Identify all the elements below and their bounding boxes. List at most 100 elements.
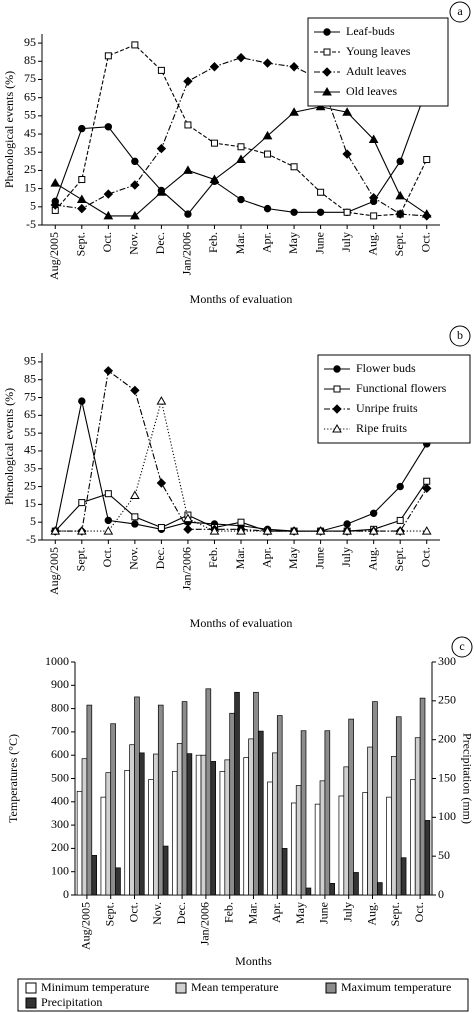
legend-swatch	[325, 982, 337, 994]
legend-label: Ripe fruits	[356, 421, 407, 435]
x-tick-label: May	[286, 232, 300, 254]
y-tick-label: 45	[24, 126, 36, 140]
x-tick-label: Oct.	[418, 547, 432, 567]
y-tick-label: 75	[24, 389, 36, 403]
marker	[396, 157, 404, 166]
x-tick-label: Aug.	[364, 902, 378, 926]
x-tick-label: Sept.	[74, 547, 88, 571]
legend-swatch	[25, 997, 37, 1009]
x-tick-label: Feb.	[206, 547, 220, 568]
bar	[414, 737, 421, 896]
x-tick-label: Apr.	[259, 547, 273, 568]
series-line	[54, 44, 428, 217]
marker	[333, 385, 341, 393]
x-tick-label: Mar.	[233, 547, 247, 569]
bar	[76, 790, 83, 896]
bar	[148, 779, 154, 896]
bar	[139, 752, 145, 896]
marker	[396, 482, 404, 491]
bar	[205, 688, 212, 896]
marker	[156, 396, 167, 405]
marker	[332, 404, 342, 414]
bar	[91, 855, 98, 896]
x-tick-label: June	[317, 902, 331, 924]
bar	[400, 857, 407, 896]
y-tick-label: 45	[24, 443, 36, 457]
y-tick-label: 95	[24, 354, 36, 368]
bar	[176, 743, 183, 896]
x-tick-label: Feb.	[221, 902, 235, 923]
x-tick-label: Dec.	[153, 547, 167, 569]
marker	[342, 526, 352, 535]
marker	[262, 58, 273, 68]
marker	[262, 130, 273, 140]
legend-label: Flower buds	[356, 361, 416, 375]
marker	[333, 365, 341, 373]
marker	[322, 67, 332, 77]
legend-box	[317, 354, 471, 444]
bar	[300, 730, 307, 896]
bar	[229, 712, 235, 896]
bar	[100, 796, 107, 896]
marker	[104, 490, 112, 498]
marker	[50, 178, 61, 187]
panel-label: b	[457, 328, 463, 342]
x-tick-label: Apr.	[259, 232, 273, 253]
marker	[396, 516, 404, 524]
marker	[209, 62, 220, 72]
y2-tick-label: 50	[438, 848, 450, 862]
marker	[369, 509, 378, 517]
bar	[219, 771, 226, 896]
bar	[362, 792, 368, 896]
y-axis-label: Temperatures (°C)	[6, 734, 20, 823]
y2-tick-label: 300	[438, 654, 456, 668]
y-tick-label: 25	[24, 162, 36, 176]
bar	[329, 882, 336, 896]
y-tick-label: 15	[24, 496, 36, 510]
bar	[210, 761, 217, 896]
bar	[395, 716, 402, 896]
y-tick-label: -5	[26, 217, 36, 231]
bar	[200, 754, 207, 896]
series-line	[55, 369, 428, 532]
marker	[210, 139, 218, 147]
bar	[281, 848, 288, 896]
x-tick-label: Sept.	[392, 232, 406, 256]
marker	[183, 76, 193, 87]
marker	[264, 150, 272, 158]
marker	[103, 210, 114, 220]
y-tick-label: 15	[24, 180, 36, 194]
marker	[423, 477, 431, 485]
bar	[338, 795, 345, 896]
marker	[156, 478, 167, 488]
x-tick-label: Oct.	[412, 902, 426, 922]
y-tick-label: 55	[24, 425, 36, 439]
legend-box	[307, 17, 449, 107]
y2-tick-label: 200	[438, 731, 456, 745]
bar	[243, 757, 249, 896]
bar	[276, 715, 283, 896]
marker	[103, 189, 114, 199]
x-axis-label: Months	[235, 954, 272, 968]
marker	[290, 208, 298, 216]
marker	[157, 524, 165, 532]
x-axis-label: Months of evaluation	[190, 292, 293, 306]
marker	[342, 149, 352, 159]
marker	[323, 48, 331, 56]
marker	[422, 483, 432, 494]
marker	[315, 526, 326, 535]
bar	[153, 753, 159, 896]
bar	[367, 746, 373, 896]
marker	[78, 499, 86, 507]
bar	[224, 759, 231, 896]
legend-label: Old leaves	[346, 84, 397, 98]
marker	[421, 209, 432, 218]
legend-label: Minimum temperature	[41, 980, 149, 994]
marker	[131, 520, 139, 528]
x-tick-label: Nov.	[127, 232, 141, 255]
bar	[409, 779, 416, 896]
x-tick-label: July	[340, 902, 354, 922]
y-tick-label: 1000	[45, 654, 69, 668]
x-tick-label: June	[312, 547, 326, 569]
